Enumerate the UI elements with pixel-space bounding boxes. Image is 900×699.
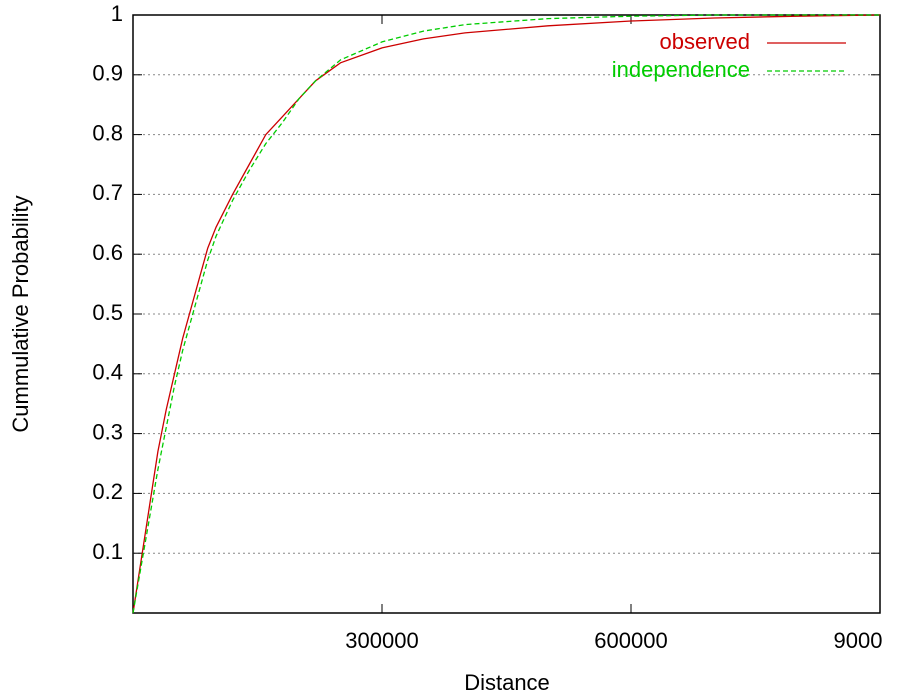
y-axis-label: Cummulative Probability [8,195,33,432]
x-tick-label: 300000 [345,628,418,653]
y-tick-label: 1 [111,1,123,26]
legend-label: independence [612,57,750,82]
y-tick-label: 0.9 [92,61,123,86]
y-tick-label: 0.1 [92,539,123,564]
y-tick-label: 0.2 [92,479,123,504]
x-tick-label: 9000 [834,628,883,653]
y-tick-label: 0.5 [92,300,123,325]
x-axis-label: Distance [464,670,550,695]
y-tick-label: 0.6 [92,240,123,265]
y-tick-label: 0.7 [92,180,123,205]
y-tick-label: 0.8 [92,120,123,145]
plot-frame [132,14,881,614]
data-line [132,14,881,614]
y-tick-label: 0.3 [92,419,123,444]
y-tick-label: 0.4 [92,360,123,385]
legend-label: observed [659,29,750,54]
data-line [132,14,880,614]
x-tick-label: 600000 [594,628,667,653]
